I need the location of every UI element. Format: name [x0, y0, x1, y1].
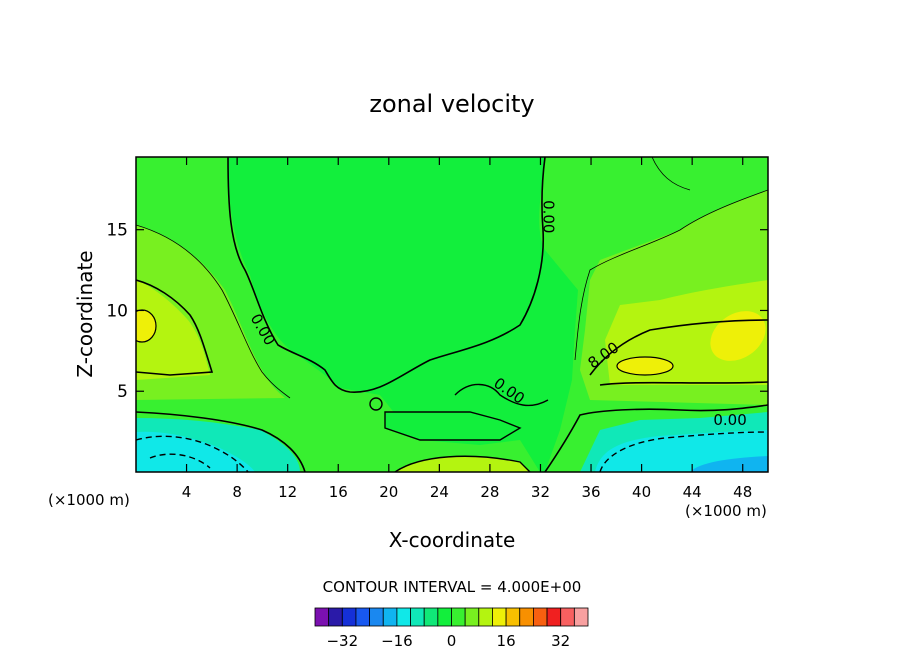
contour-label: 0.00 — [713, 411, 746, 429]
colorbar-tick-label: 32 — [551, 632, 570, 650]
x-tick-label: 36 — [581, 483, 600, 501]
contour-thin-left — [136, 224, 291, 399]
colorbar-tick-labels: −32 −16 0 16 32 — [326, 632, 570, 650]
x-tick-label: 12 — [278, 483, 297, 501]
colorbar-tick-label: −16 — [381, 632, 413, 650]
contour-label: 0.00 — [540, 200, 558, 233]
colorbar-tick-label: −32 — [326, 632, 358, 650]
contour-thin-right — [574, 189, 768, 361]
plot-area — [135, 156, 769, 473]
colorbar-swatch — [328, 607, 343, 627]
contour-bottom-center — [394, 455, 531, 472]
colorbar-swatch — [369, 607, 384, 627]
x-tick-label: 44 — [683, 483, 702, 501]
field-region-green-pocket — [385, 412, 520, 440]
plot-frame — [135, 156, 769, 473]
y-tick-label: 10 — [106, 301, 128, 321]
contour-thin-right-top — [651, 157, 691, 191]
contour-dashed-left-2 — [149, 453, 211, 469]
x-tick-label: 40 — [632, 483, 651, 501]
x-tick-label: 16 — [329, 483, 348, 501]
colorbar-swatch — [341, 607, 357, 627]
y-axis-ticks: 5 10 15 — [106, 221, 768, 402]
colorbar-swatch — [464, 607, 480, 627]
field-region-cyan-left — [136, 431, 255, 472]
contour-lines — [136, 157, 768, 472]
contour-dashed-right — [599, 431, 768, 472]
contour-yellow-right — [616, 356, 674, 376]
x-tick-label: 24 — [430, 483, 449, 501]
field-region-yellowgreen-left — [136, 280, 210, 380]
colorbar-swatch — [355, 607, 371, 627]
x-tick-label: 48 — [733, 483, 752, 501]
contour-zero-right — [544, 404, 768, 472]
field-region-yellow-left — [136, 310, 156, 342]
chart-title: zonal velocity — [369, 90, 534, 118]
colorbar-swatch — [519, 607, 534, 627]
x-tick-label: 20 — [379, 483, 398, 501]
contour-zero-center — [227, 157, 546, 393]
colorbar-swatch — [573, 607, 589, 627]
colorbar-swatch — [533, 607, 548, 627]
x-unit-right: (×1000 m) — [685, 502, 767, 520]
contour-interval-text: CONTOUR INTERVAL = 4.000E+00 — [323, 578, 582, 596]
contour-zero-lower-left — [136, 411, 306, 472]
field-region-yellow-mid-right — [617, 357, 673, 375]
contour-dashed-left — [136, 435, 249, 472]
colorbar-swatch — [314, 607, 330, 627]
colorbar-swatch — [560, 607, 575, 627]
contour-blob-center — [454, 383, 549, 407]
y-tick-label: 15 — [106, 221, 128, 241]
x-axis-label: X-coordinate — [389, 528, 516, 552]
colorbar-swatch — [478, 607, 493, 627]
field-region-lime-bottom — [395, 456, 530, 472]
colorbar-swatch — [546, 607, 562, 627]
colorbar-tick-label: 0 — [447, 632, 457, 650]
colorbar-swatch — [396, 607, 411, 627]
colorbar-swatch — [423, 607, 439, 627]
x-tick-label: 8 — [232, 483, 242, 501]
y-axis-label: Z-coordinate — [73, 250, 97, 377]
colorbar — [314, 607, 589, 627]
colorbar-swatch — [437, 607, 452, 627]
colorbar-swatch — [505, 607, 521, 627]
contour-small-loop — [369, 397, 383, 411]
x-tick-label: 32 — [531, 483, 550, 501]
colorbar-swatch — [410, 607, 425, 627]
contour-eight-right — [589, 319, 768, 376]
colorbar-tick-label: 16 — [497, 632, 516, 650]
x-axis-ticks: 4 8 12 16 20 24 28 32 36 40 44 48 — [182, 157, 752, 501]
x-tick-label: 28 — [480, 483, 499, 501]
contour-eight-right-lower — [599, 381, 768, 386]
contour-zero-left — [136, 279, 214, 376]
y-tick-label: 5 — [117, 382, 128, 402]
colorbar-swatch — [451, 607, 466, 627]
x-unit-left: (×1000 m) — [48, 491, 130, 509]
field-region-skyblue-right — [690, 456, 768, 472]
field-region-yellow-right — [710, 311, 766, 361]
colorbar-swatch — [492, 607, 507, 627]
x-tick-label: 4 — [182, 483, 192, 501]
colorbar-swatch — [382, 607, 398, 627]
contour-pocket — [384, 411, 522, 441]
